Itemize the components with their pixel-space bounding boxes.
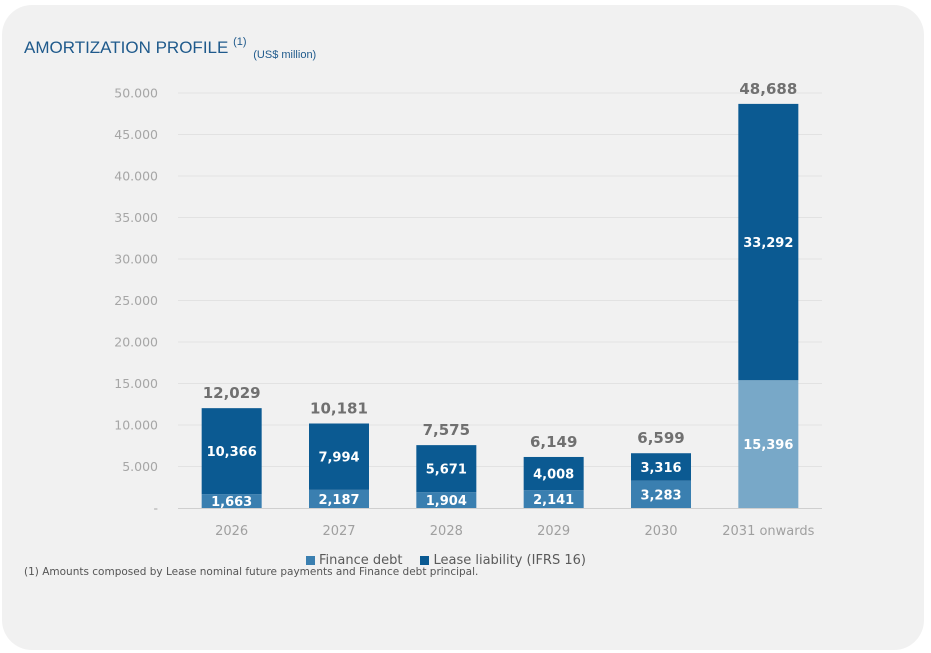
data-label-lease-liability: 33,292 (743, 236, 793, 251)
data-label-finance-debt: 3,283 (640, 488, 681, 503)
y-tick-label: 25.000 (114, 293, 158, 308)
bar-finance-debt (631, 480, 691, 508)
data-label-finance-debt: 1,663 (211, 495, 252, 510)
bar-lease-liability (309, 423, 369, 490)
data-label-lease-liability: 5,671 (426, 463, 467, 478)
legend-label-finance-debt: Finance debt (319, 553, 403, 568)
bar-lease-liability (631, 453, 691, 481)
y-tick-label: 50.000 (114, 86, 158, 101)
y-tick-label: 45.000 (114, 127, 158, 142)
legend-swatch-finance-debt (306, 556, 315, 565)
data-label-total: 12,029 (203, 384, 261, 402)
bar-finance-debt (309, 489, 369, 508)
x-tick-label: 2026 (215, 524, 248, 539)
legend-item-finance-debt: Finance debt (306, 553, 402, 568)
y-tick-label: 20.000 (114, 335, 158, 350)
title-unit: (US$ million) (253, 49, 317, 61)
x-tick-label: 2031 onwards (722, 524, 814, 539)
bar-finance-debt (523, 490, 584, 508)
data-label-total: 48,688 (739, 80, 797, 98)
gridlines (178, 92, 822, 467)
y-tick-label: - (153, 501, 158, 516)
bar-finance-debt (416, 492, 477, 508)
y-tick-label: 5.000 (122, 459, 158, 474)
data-label-total: 6,149 (530, 433, 577, 451)
x-axis: 2026 2027 2028 2029 2030 2031 onwards (178, 508, 822, 539)
bar-lease-liability (416, 445, 477, 493)
y-tick-label: 15.000 (114, 376, 158, 391)
x-tick-label: 2030 (644, 524, 677, 539)
data-label-finance-debt: 1,904 (426, 494, 467, 509)
title-text: AMORTIZATION PROFILE (24, 38, 229, 57)
x-tick-label: 2028 (430, 524, 463, 539)
y-tick-label: 10.000 (114, 418, 158, 433)
y-tick-label: 35.000 (114, 210, 158, 225)
footnote: (1) Amounts composed by Lease nominal fu… (24, 566, 479, 578)
data-label-total: 6,599 (637, 429, 684, 447)
legend: Finance debt Lease liability (IFRS 16) (306, 553, 586, 568)
bar-lease-liability (201, 408, 262, 495)
data-label-finance-debt: 2,187 (318, 493, 359, 508)
x-tick-label: 2029 (537, 524, 570, 539)
data-label-finance-debt: 15,396 (743, 438, 793, 453)
data-label-lease-liability: 7,994 (318, 451, 359, 466)
data-label-lease-liability: 3,316 (640, 461, 681, 476)
bar-finance-debt (201, 494, 262, 508)
data-label-lease-liability: 4,008 (533, 468, 574, 483)
bar-lease-liability (523, 456, 584, 491)
x-tick-label: 2027 (322, 524, 355, 539)
legend-item-lease-liability: Lease liability (IFRS 16) (420, 553, 586, 568)
y-tick-label: 40.000 (114, 169, 158, 184)
data-label-finance-debt: 2,141 (533, 493, 574, 508)
title-footnote-marker: (1) (233, 36, 247, 48)
data-label-total: 10,181 (310, 399, 368, 417)
bar-lease-liability (738, 103, 799, 381)
bar-finance-debt (738, 380, 799, 508)
bars: 1,663 10,366 12,029 2,187 7,994 10,181 1,904 5,… (201, 80, 799, 510)
y-tick-label: 30.000 (114, 252, 158, 267)
chart-title: AMORTIZATION PROFILE (1) (US$ million) (24, 36, 317, 61)
legend-label-lease-liability: Lease liability (IFRS 16) (433, 553, 586, 568)
y-axis: - 5.000 10.000 15.000 20.000 25.000 30.000 35.0… (114, 86, 158, 516)
data-label-lease-liability: 10,366 (207, 445, 257, 460)
data-label-total: 7,575 (423, 421, 470, 439)
legend-swatch-lease-liability (420, 556, 430, 565)
